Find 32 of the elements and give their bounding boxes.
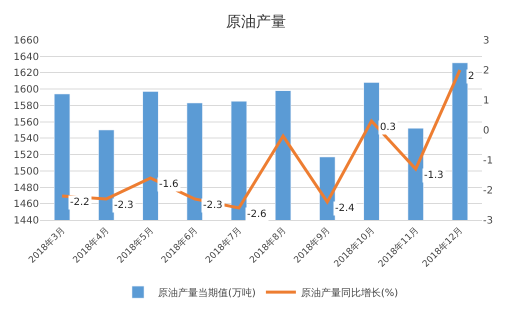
- y2-tick-label: 0: [483, 126, 490, 136]
- y-tick-label: 1460: [14, 199, 39, 210]
- y-tick-label: 1640: [14, 52, 39, 63]
- y-tick-label: 1480: [14, 182, 39, 194]
- y-tick-label: 1660: [14, 36, 39, 46]
- data-label: -1.3: [424, 170, 444, 181]
- data-label: -2.3: [203, 200, 223, 211]
- data-label: 0.3: [380, 122, 396, 133]
- y-tick-label: 1580: [14, 100, 39, 112]
- y-tick-label: 1500: [14, 166, 39, 178]
- data-label: -1.6: [159, 179, 179, 190]
- y2-tick-label: 1: [483, 96, 490, 106]
- y2-tick-label: -1: [483, 156, 493, 166]
- y2-tick-label: -2: [483, 186, 493, 196]
- y2-tick-label: 2: [483, 66, 490, 76]
- line-series: [60, 68, 462, 210]
- data-label: -2.3: [114, 200, 134, 211]
- data-label: -2.6: [247, 209, 267, 220]
- y-tick-label: 1600: [14, 84, 39, 96]
- legend-label: 原油产量同比增长(%): [300, 287, 398, 299]
- y-tick-label: 1540: [14, 134, 39, 145]
- chart-title: 原油产量: [226, 12, 286, 30]
- y-tick-label: 1520: [14, 150, 39, 162]
- y2-tick-label: 3: [483, 36, 490, 46]
- data-label: -2.2: [70, 197, 90, 208]
- y-tick-label: 1560: [14, 117, 39, 128]
- y-tick-label: 1620: [14, 68, 39, 80]
- y2-tick-label: -3: [483, 216, 493, 226]
- data-label: 2: [468, 71, 474, 82]
- y-tick-label: 1440: [14, 216, 39, 226]
- legend-label: 原油产量当期值(万吨): [158, 287, 256, 299]
- data-label: -2.4: [335, 203, 355, 214]
